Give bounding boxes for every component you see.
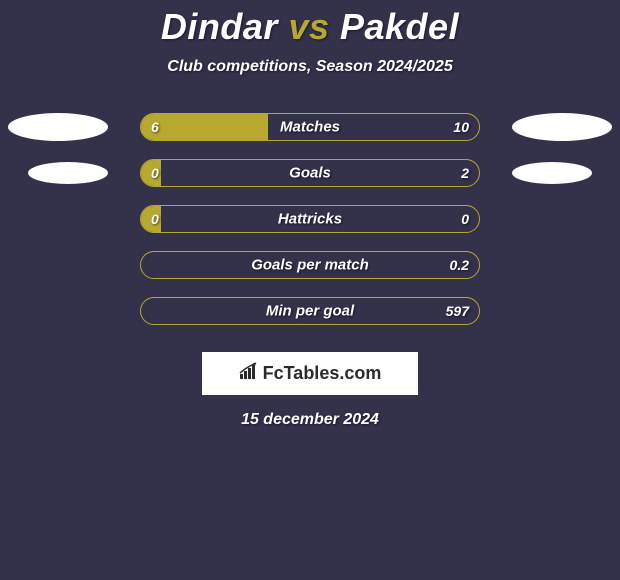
player1-name: Dindar (161, 6, 278, 47)
player2-value: 0.2 (450, 257, 469, 273)
player1-badge (28, 162, 108, 184)
bar-track: Min per goal597 (140, 297, 480, 325)
bar-track: Goals per match0.2 (140, 251, 480, 279)
stat-row: Min per goal597 (0, 288, 620, 334)
logo-text: FcTables.com (263, 363, 382, 384)
player2-badge (512, 162, 592, 184)
chart-icon (239, 362, 259, 385)
player2-value: 0 (461, 211, 469, 227)
date-text: 15 december 2024 (0, 411, 620, 429)
player2-value: 10 (453, 119, 469, 135)
player1-badge (8, 113, 108, 141)
player2-value: 2 (461, 165, 469, 181)
player2-value: 597 (446, 303, 469, 319)
bar-track: Matches6 10 (140, 113, 480, 141)
player2-badge (512, 113, 612, 141)
player1-value: 0 (151, 211, 159, 227)
logo: FcTables.com (239, 362, 382, 385)
stat-row: Matches6 10 (0, 104, 620, 150)
player2-name: Pakdel (340, 6, 459, 47)
stat-label: Min per goal (141, 303, 479, 320)
stat-label: Hattricks (141, 211, 479, 228)
stat-row: Goals0 2 (0, 150, 620, 196)
stat-label: Goals per match (141, 257, 479, 274)
stat-label: Matches (141, 119, 479, 136)
vs-separator: vs (288, 6, 329, 47)
stat-row: Goals per match0.2 (0, 242, 620, 288)
bar-track: Hattricks0 0 (140, 205, 480, 233)
comparison-chart: Matches610Goals02Hattricks00Goals per ma… (0, 104, 620, 334)
player1-value: 6 (151, 119, 159, 135)
stat-row: Hattricks0 0 (0, 196, 620, 242)
bar-track: Goals0 2 (140, 159, 480, 187)
comparison-title: Dindar vs Pakdel (0, 0, 620, 48)
stat-label: Goals (141, 165, 479, 182)
player1-value: 0 (151, 165, 159, 181)
subtitle: Club competitions, Season 2024/2025 (0, 58, 620, 76)
logo-box: FcTables.com (202, 352, 418, 395)
